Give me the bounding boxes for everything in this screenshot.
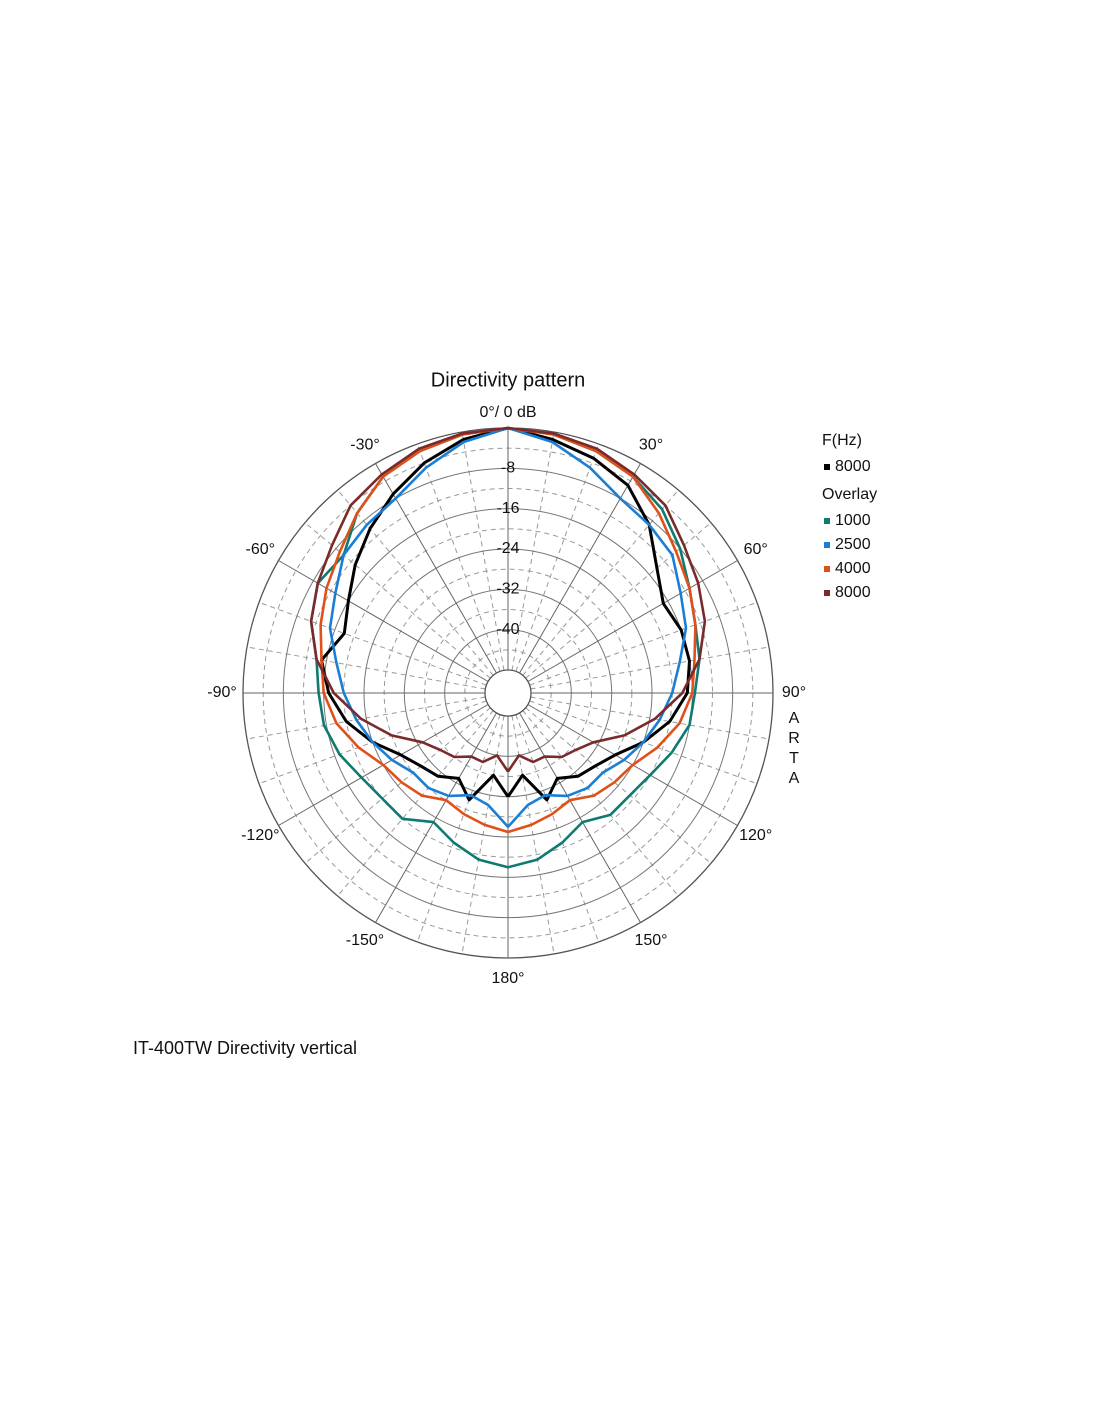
spoke: [278, 560, 489, 682]
angle-label: 30°: [639, 437, 663, 454]
angle-label: -60°: [246, 541, 276, 558]
angle-label: 180°: [491, 970, 524, 987]
legend-label: 8000: [835, 584, 871, 601]
legend-swatch: [824, 590, 830, 596]
legend: F(Hz) 8000 Overlay 1000 2500 4000 8000: [822, 432, 877, 601]
radial-label: -40: [496, 621, 519, 638]
caption: IT-400TW Directivity vertical: [133, 1038, 357, 1058]
angle-label: -150°: [346, 932, 384, 949]
spoke: [519, 712, 641, 923]
radial-label: -8: [501, 460, 515, 477]
polar-grid: 0°/ 0 dB 30° 60° 90° 120° 150° 180° -150° -120° -…: [207, 404, 806, 987]
watermark-letter: T: [789, 750, 799, 767]
angle-label: -90°: [207, 684, 237, 701]
inner-ring: [484, 669, 532, 717]
radial-label: -24: [496, 540, 519, 557]
legend-label: 1000: [835, 512, 871, 529]
legend-swatch: [824, 464, 830, 470]
angle-label: 0°/ 0 dB: [479, 404, 536, 421]
angle-label: 120°: [739, 827, 772, 844]
angle-label: 60°: [744, 541, 768, 558]
legend-swatch: [824, 566, 830, 572]
angle-label: 150°: [634, 932, 667, 949]
spoke: [527, 560, 738, 682]
angle-label: 90°: [782, 684, 806, 701]
watermark-letter: A: [789, 710, 800, 727]
angle-label: -120°: [241, 827, 279, 844]
legend-label: 2500: [835, 536, 871, 553]
spoke: [519, 463, 641, 674]
radial-label: -32: [496, 581, 519, 598]
spoke: [375, 712, 497, 923]
legend-label: 4000: [835, 560, 871, 577]
legend-swatch: [824, 542, 830, 548]
watermark-letter: R: [788, 730, 800, 747]
plot: [309, 426, 707, 869]
series-line: [309, 426, 707, 773]
legend-swatch: [824, 518, 830, 524]
watermark-letter: A: [789, 770, 800, 787]
chart-title: Directivity pattern: [431, 369, 586, 391]
radial-label: -16: [496, 500, 519, 517]
legend-label: 8000: [835, 458, 871, 475]
legend-title: F(Hz): [822, 432, 862, 449]
angle-label: -30°: [350, 437, 380, 454]
legend-title: Overlay: [822, 486, 877, 503]
